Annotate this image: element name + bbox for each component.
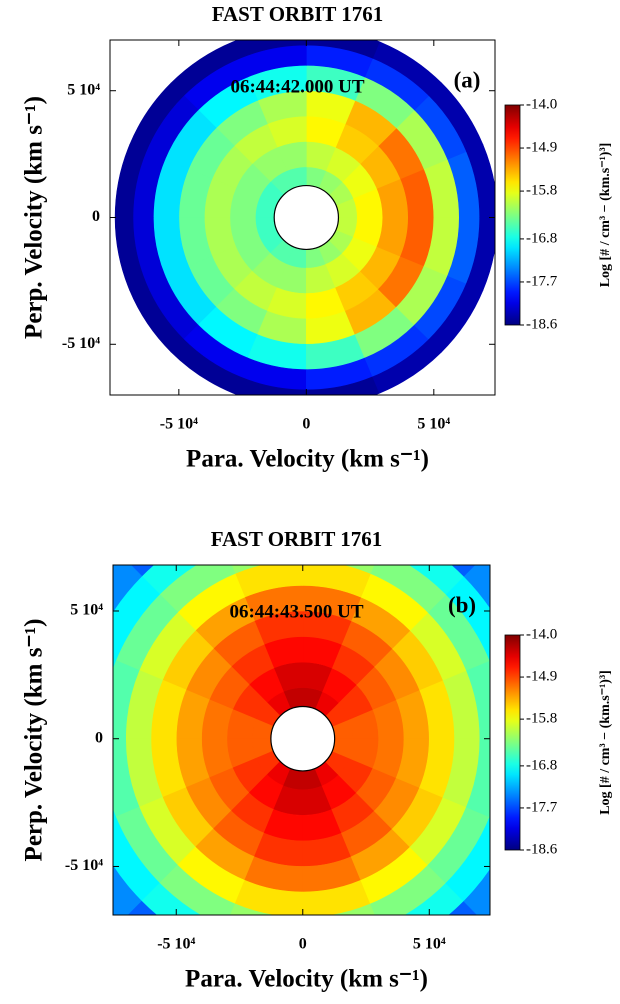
x-axis-label: Para. Velocity (km s⁻¹) xyxy=(185,966,428,993)
heatmap-cell xyxy=(466,217,495,291)
colorbar-tick-label: -17.7 xyxy=(526,273,558,289)
colorbar-tick-label: -18.6 xyxy=(526,841,558,857)
colorbar-tick-label: -14.9 xyxy=(526,139,557,155)
heatmap-cell xyxy=(130,565,155,577)
heatmap-cell xyxy=(216,928,303,969)
heatmap-cell xyxy=(463,868,490,915)
colorbar-tick-label: -14.9 xyxy=(526,669,557,685)
colorbar xyxy=(504,634,521,851)
heatmap-cell xyxy=(141,882,202,915)
y-tick-label: 5 10⁴ xyxy=(70,602,103,619)
x-tick-label: 5 10⁴ xyxy=(413,936,446,953)
colorbar-label: Log [# / cm³ − (km.s⁻¹)³] xyxy=(598,143,613,288)
chart-title: FAST ORBIT 1761 xyxy=(211,527,383,551)
colorbar-tick-label: -14.0 xyxy=(526,626,557,642)
y-tick-label: 5 10⁴ xyxy=(67,81,100,98)
panel: -5 10⁴ 0 5 10⁴ -5 10⁴ 0 5 10⁴ FAST ORBIT 1761 0… xyxy=(21,2,613,473)
x-tick-label: -5 10⁴ xyxy=(157,936,195,953)
heatmap-cell xyxy=(343,565,375,574)
x-axis-label: Para. Velocity (km s⁻¹) xyxy=(186,446,429,473)
heatmap xyxy=(113,470,568,969)
heatmap-cell xyxy=(451,565,476,577)
colorbar-tick-label: -16.8 xyxy=(526,757,557,773)
heatmap-cell xyxy=(113,808,117,819)
colorbar-label: Log [# / cm³ − (km.s⁻¹)³] xyxy=(598,670,613,815)
colorbar-tick-label: -18.6 xyxy=(526,316,558,332)
y-axis-label: Perp. Velocity (km s⁻¹) xyxy=(21,96,48,339)
plot-frame xyxy=(112,564,491,916)
center-hole xyxy=(273,184,340,251)
colorbar-tick-label: -16.8 xyxy=(526,230,557,246)
heatmap-cell xyxy=(303,928,390,969)
heatmap xyxy=(114,40,495,395)
x-tick-label: 0 xyxy=(299,936,307,953)
y-tick-label: -5 10⁴ xyxy=(62,335,100,352)
panel: -5 10⁴ 0 5 10⁴ -5 10⁴ 0 5 10⁴ FAST ORBIT 1761 0… xyxy=(21,470,613,993)
panel-label: (b) xyxy=(448,592,476,617)
x-tick-label: 5 10⁴ xyxy=(417,416,450,433)
center-hole xyxy=(270,705,336,772)
heatmap-cell xyxy=(466,738,490,818)
colorbar-tick-label: -17.7 xyxy=(526,799,558,815)
heatmap-cell xyxy=(513,739,568,842)
colorbar xyxy=(504,104,521,326)
x-tick-label: 0 xyxy=(302,416,310,433)
colorbar-tick-label: -15.8 xyxy=(526,183,557,199)
y-tick-label: 0 xyxy=(95,729,103,746)
chart-title: FAST ORBIT 1761 xyxy=(212,2,384,26)
annotation: 06:44:43.500 UT xyxy=(229,601,363,622)
heatmap-cell xyxy=(230,903,276,915)
colorbar-tick-label: -14.0 xyxy=(526,96,557,112)
heatmap-cell xyxy=(201,470,303,526)
x-tick-label: -5 10⁴ xyxy=(160,416,198,433)
y-tick-label: -5 10⁴ xyxy=(65,857,103,874)
panel-label: (a) xyxy=(454,67,481,92)
heatmap-cell xyxy=(408,565,465,595)
heatmap-cell xyxy=(113,659,117,669)
y-tick-label: 0 xyxy=(92,208,100,225)
colorbar-tick-label: -15.8 xyxy=(526,711,557,727)
heatmap-cell xyxy=(303,470,405,526)
annotation: 06:44:42.000 UT xyxy=(230,76,364,97)
heatmap-cell xyxy=(127,900,158,915)
heatmap-cell xyxy=(113,565,143,613)
y-axis-label: Perp. Velocity (km s⁻¹) xyxy=(21,619,48,862)
